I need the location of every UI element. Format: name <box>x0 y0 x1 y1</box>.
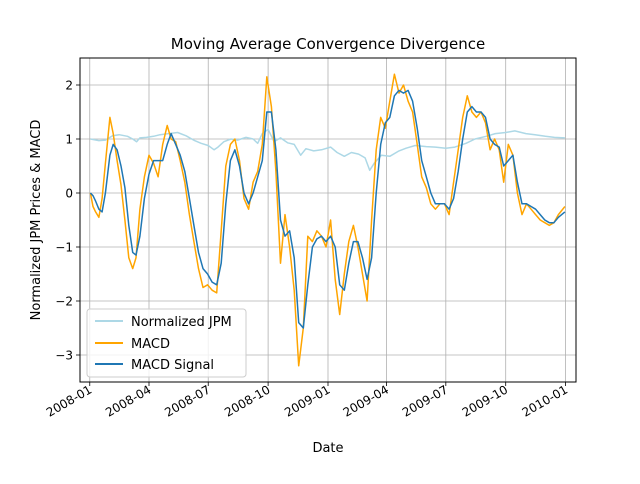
y-axis-ticks: 2 1 0 −1 −2 −3 <box>55 79 80 363</box>
legend-label-normalized-jpm: Normalized JPM <box>131 315 232 330</box>
legend: Normalized JPM MACD MACD Signal <box>86 308 247 378</box>
x-axis-label: Date <box>312 441 343 456</box>
series-line-macd-signal <box>89 89 566 329</box>
series-line-normalized-jpm <box>90 128 565 172</box>
legend-label-macd: MACD <box>131 337 170 352</box>
y-tick-label-0: 0 <box>65 187 73 201</box>
y-tick-label-2: 2 <box>65 79 73 93</box>
grid-lines <box>80 58 576 382</box>
y-tick-label--2: −2 <box>55 295 73 309</box>
y-tick-label--1: −1 <box>55 241 73 255</box>
series-lines <box>89 73 566 367</box>
chart-title: Moving Average Convergence Divergence <box>171 35 485 53</box>
y-tick-label--3: −3 <box>55 349 73 363</box>
y-axis-label: Normalized JPM Prices & MACD <box>29 120 44 321</box>
y-tick-label-1: 1 <box>65 133 73 147</box>
legend-label-macd-signal: MACD Signal <box>131 358 214 373</box>
legend-box <box>86 308 247 378</box>
